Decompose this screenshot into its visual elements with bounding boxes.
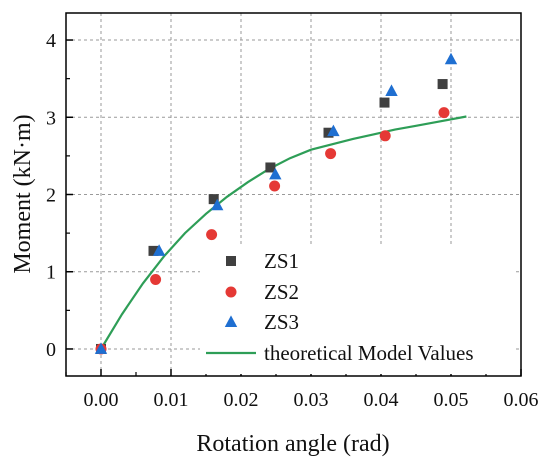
zs3-point: [269, 167, 282, 180]
legend-label-zs2: ZS2: [264, 280, 299, 304]
x-axis-title: Rotation angle (rad): [196, 431, 389, 457]
y-tick-label: 3: [46, 107, 56, 129]
zs3-point: [327, 124, 340, 137]
legend-label-zs3: ZS3: [264, 310, 299, 334]
y-tick-label: 1: [46, 262, 56, 284]
x-tick-label: 0.02: [224, 389, 259, 411]
legend-swatch-zs1: [226, 256, 236, 266]
zs2-point: [269, 180, 281, 192]
zs3-point: [385, 84, 398, 96]
theoretical-model-curve: [100, 115, 467, 350]
zs3-point: [444, 52, 458, 65]
zs1-point: [265, 162, 276, 173]
x-tick-label: 0.05: [434, 389, 469, 411]
y-axis-title: Moment (kN·m): [10, 114, 36, 273]
y-tick-label: 0: [46, 339, 56, 361]
legend-swatch-zs3: [224, 315, 238, 327]
tick-layer: 0.00 0.01 0.02 0.03 0.04 0.05 0.06 0 1 2 3 4: [46, 30, 539, 411]
y-tick-label: 4: [46, 30, 56, 52]
y-tick-label: 2: [46, 185, 56, 207]
zs2-point: [438, 107, 450, 119]
zs1-point: [148, 245, 159, 256]
x-tick-label: 0.06: [504, 389, 539, 411]
zs3-point: [211, 198, 224, 211]
zs2-point: [379, 130, 391, 142]
legend-label-zs1: ZS1: [264, 249, 299, 273]
zs3-point: [94, 342, 108, 354]
marker-layer: [94, 52, 458, 355]
zs1-point: [208, 194, 219, 205]
legend-swatch-zs2: [225, 286, 237, 298]
x-tick-label: 0.01: [154, 389, 189, 411]
zs1-point: [437, 79, 448, 90]
x-tick-label: 0.00: [84, 389, 119, 411]
x-tick-label: 0.03: [294, 389, 329, 411]
zs1-point: [323, 127, 334, 138]
zs1-point: [379, 97, 390, 108]
zs2-point: [325, 148, 337, 160]
x-tick-label: 0.04: [364, 389, 399, 411]
zs2-point: [150, 273, 162, 285]
legend: ZS1 ZS2 ZS3 theoretical Model Values: [200, 244, 516, 374]
zs3-point: [152, 244, 166, 256]
zs2-point: [206, 229, 218, 241]
legend-label-theoretical-model-values: theoretical Model Values: [264, 341, 474, 365]
theoretical-curve-layer: [100, 115, 467, 350]
